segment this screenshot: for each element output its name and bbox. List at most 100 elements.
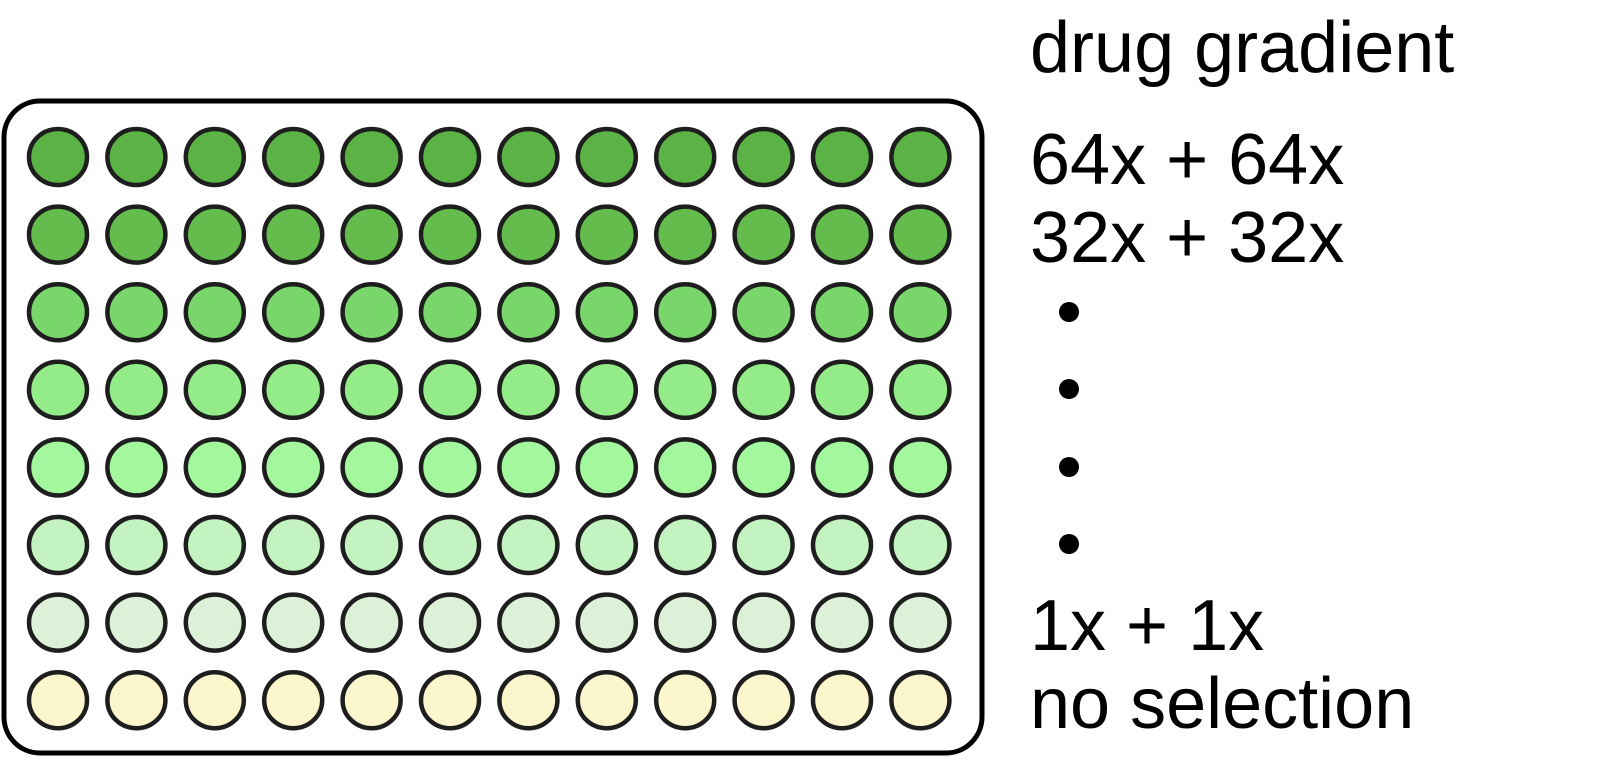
well	[810, 437, 874, 498]
well	[105, 126, 168, 188]
well	[261, 437, 325, 498]
well	[810, 669, 874, 731]
well	[105, 281, 168, 343]
ellipsis-dot	[1059, 457, 1079, 477]
diagram-title: drug gradient	[1030, 8, 1455, 88]
well	[183, 514, 247, 576]
well	[105, 359, 168, 421]
well	[732, 514, 795, 576]
well	[183, 204, 247, 265]
well	[889, 514, 952, 576]
well	[26, 437, 90, 498]
well	[261, 204, 325, 265]
well	[183, 669, 247, 731]
well	[497, 592, 560, 653]
well	[810, 514, 874, 576]
well	[26, 514, 90, 576]
well	[653, 514, 717, 576]
ellipsis-dot	[1059, 302, 1079, 322]
well	[732, 669, 795, 731]
ellipsis-dot	[1059, 534, 1079, 554]
well	[26, 359, 90, 421]
well	[418, 514, 482, 576]
well	[889, 669, 952, 731]
well	[183, 281, 247, 343]
well	[810, 592, 874, 653]
well	[183, 437, 247, 498]
well	[340, 359, 403, 421]
row-label-1x: 1x + 1x	[1030, 586, 1265, 666]
well	[418, 281, 482, 343]
well	[575, 126, 639, 188]
well	[418, 592, 482, 653]
plate-outline	[1, 98, 985, 756]
well	[732, 592, 795, 653]
row-label-32x: 32x + 32x	[1030, 198, 1345, 278]
well	[340, 669, 403, 731]
well	[575, 359, 639, 421]
well	[105, 592, 168, 653]
well	[810, 204, 874, 265]
well	[497, 281, 560, 343]
well	[575, 592, 639, 653]
well	[889, 592, 952, 653]
well	[105, 514, 168, 576]
well	[732, 281, 795, 343]
well	[575, 204, 639, 265]
well	[653, 437, 717, 498]
well	[889, 359, 952, 421]
wells-grid	[26, 126, 952, 731]
well	[418, 669, 482, 731]
well	[261, 669, 325, 731]
well	[340, 204, 403, 265]
well	[26, 281, 90, 343]
row-label-no-selection: no selection	[1030, 664, 1415, 744]
well	[889, 281, 952, 343]
well	[732, 437, 795, 498]
well	[340, 437, 403, 498]
well	[340, 126, 403, 188]
well	[575, 281, 639, 343]
well	[653, 669, 717, 731]
row-label-64x: 64x + 64x	[1030, 120, 1345, 200]
well	[418, 204, 482, 265]
well	[261, 281, 325, 343]
well	[810, 359, 874, 421]
well	[497, 126, 560, 188]
well	[340, 514, 403, 576]
well	[732, 126, 795, 188]
well	[418, 437, 482, 498]
well	[653, 592, 717, 653]
well	[575, 669, 639, 731]
well	[261, 126, 325, 188]
well	[26, 592, 90, 653]
well	[105, 669, 168, 731]
well	[105, 204, 168, 265]
well	[889, 204, 952, 265]
well	[810, 126, 874, 188]
well	[732, 359, 795, 421]
well	[340, 592, 403, 653]
well	[497, 437, 560, 498]
well	[653, 204, 717, 265]
well	[183, 592, 247, 653]
well	[497, 204, 560, 265]
well	[575, 514, 639, 576]
well	[653, 281, 717, 343]
well	[653, 126, 717, 188]
well	[653, 359, 717, 421]
well	[340, 281, 403, 343]
well	[497, 359, 560, 421]
well	[261, 359, 325, 421]
well	[183, 126, 247, 188]
well	[497, 514, 560, 576]
well	[26, 126, 90, 188]
ellipsis-dot	[1059, 379, 1079, 399]
well	[105, 437, 168, 498]
well	[26, 669, 90, 731]
well	[889, 126, 952, 188]
well	[261, 592, 325, 653]
well	[418, 359, 482, 421]
well	[575, 437, 639, 498]
